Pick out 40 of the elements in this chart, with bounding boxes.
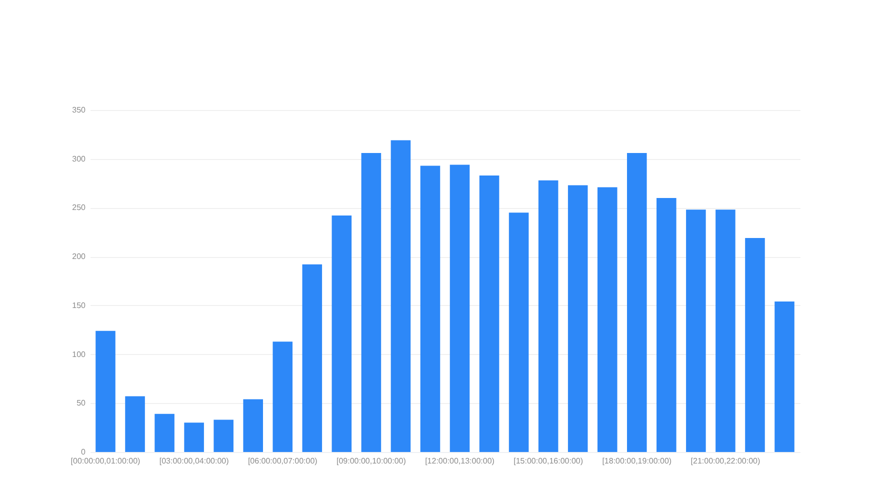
bar <box>272 342 293 452</box>
y-tick-label: 350 <box>72 106 86 114</box>
bar <box>597 187 618 452</box>
bar <box>627 152 647 452</box>
bar <box>656 198 676 452</box>
bar <box>184 422 204 452</box>
y-tick-label: 250 <box>72 203 86 212</box>
x-tick-label: [03:00:00,04:00:00) <box>159 456 230 466</box>
bar <box>154 414 174 452</box>
bar <box>332 216 352 452</box>
bar <box>302 264 322 452</box>
x-tick-label: [09:00:00,10:00:00) <box>336 456 406 466</box>
bar <box>420 166 440 452</box>
bar <box>125 396 145 452</box>
bar <box>774 302 794 452</box>
bar <box>568 185 588 452</box>
bar <box>745 238 765 452</box>
bar <box>390 140 411 452</box>
bar <box>479 175 500 452</box>
x-tick-label: [00:00:00,01:00:00) <box>70 456 141 466</box>
bar <box>508 212 529 452</box>
bar <box>361 152 382 452</box>
y-tick-label: 100 <box>72 350 86 359</box>
x-tick-label: [18:00:00,19:00:00) <box>602 456 672 466</box>
bar <box>538 180 558 452</box>
x-tick-label: [12:00:00,13:00:00) <box>425 456 495 466</box>
y-tick-label: 0 <box>81 448 86 456</box>
bar <box>243 399 263 452</box>
bar <box>214 420 234 452</box>
bar <box>450 164 470 452</box>
x-tick-label: [06:00:00,07:00:00) <box>248 456 318 466</box>
bar <box>686 210 706 452</box>
y-tick-label: 50 <box>76 398 86 408</box>
bar <box>96 330 116 452</box>
bar <box>716 210 736 452</box>
y-tick-label: 300 <box>72 154 86 164</box>
y-tick-label: 200 <box>72 252 86 262</box>
y-tick-label: 150 <box>72 300 86 310</box>
x-tick-label: [21:00:00,22:00:00) <box>690 456 760 466</box>
x-tick-label: [15:00:00,16:00:00) <box>514 456 584 466</box>
